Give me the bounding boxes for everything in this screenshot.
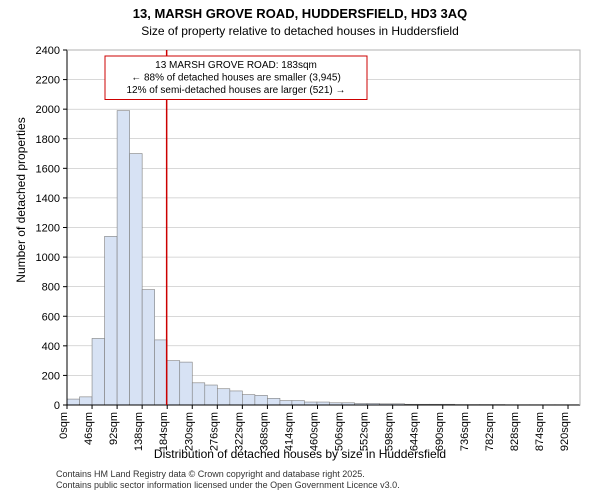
x-tick-label: 690sqm <box>434 412 446 451</box>
x-tick-label: 644sqm <box>409 412 421 451</box>
x-tick-label: 506sqm <box>334 412 346 451</box>
x-tick-label: 138sqm <box>133 412 145 451</box>
x-tick-label: 276sqm <box>208 412 220 451</box>
histogram-bar <box>230 391 243 405</box>
x-tick-label: 598sqm <box>384 412 396 451</box>
histogram-plot: 0 200 400 600 800 1000 1200 1400 1600 1800 2000 220… <box>0 0 600 500</box>
histogram-bar <box>280 401 292 405</box>
x-tick-label: 782sqm <box>484 412 496 451</box>
annotation-line: 13 MARSH GROVE ROAD: 183sqm <box>155 60 317 71</box>
footer-text: Contains HM Land Registry data © Crown c… <box>56 469 400 492</box>
histogram-bar <box>217 389 230 405</box>
x-tick-label: 368sqm <box>258 412 270 451</box>
x-tick-label: 184sqm <box>158 412 170 451</box>
x-axis-label: Distribution of detached houses by size … <box>0 447 600 461</box>
x-tick-label: 46sqm <box>83 412 95 445</box>
y-tick-label: 0 <box>54 400 60 412</box>
histogram-bar <box>142 290 155 405</box>
x-tick-label: 414sqm <box>283 412 295 451</box>
x-tick-label: 230sqm <box>183 412 195 451</box>
histogram-bar <box>167 361 180 405</box>
x-tick-label: 92sqm <box>108 412 120 445</box>
y-tick-label: 400 <box>42 341 60 353</box>
x-tick-label: 552sqm <box>359 412 371 451</box>
y-tick-label: 200 <box>42 370 60 382</box>
histogram-bar <box>180 362 193 405</box>
y-tick-label: 2200 <box>36 75 60 87</box>
x-tick-label: 920sqm <box>559 412 571 451</box>
y-tick-label: 1400 <box>36 193 60 205</box>
histogram-bar <box>292 401 305 405</box>
y-tick-label: 800 <box>42 282 60 294</box>
histogram-bar <box>80 397 93 405</box>
annotation-line: 12% of semi-detached houses are larger (… <box>126 85 345 96</box>
y-tick-label: 1000 <box>36 252 60 264</box>
histogram-bar <box>105 236 118 405</box>
histogram-bar <box>192 383 205 405</box>
y-tick-label: 1200 <box>36 223 60 235</box>
histogram-bar <box>255 395 268 405</box>
histogram-bar <box>130 154 143 405</box>
x-tick-label: 874sqm <box>534 412 546 451</box>
x-tick-label: 828sqm <box>509 412 521 451</box>
histogram-bar <box>92 338 105 405</box>
histogram-bar <box>67 399 80 405</box>
y-tick-label: 2000 <box>36 104 60 116</box>
y-tick-label: 600 <box>42 311 60 323</box>
histogram-bar <box>267 398 280 405</box>
y-tick-label: 1800 <box>36 134 60 146</box>
footer-line-1: Contains HM Land Registry data © Crown c… <box>56 469 400 480</box>
x-tick-label: 460sqm <box>309 412 321 451</box>
annotation-line: ← 88% of detached houses are smaller (3,… <box>131 73 341 84</box>
x-tick-label: 322sqm <box>233 412 245 451</box>
footer-line-2: Contains public sector information licen… <box>56 480 400 491</box>
annotation-box: 13 MARSH GROVE ROAD: 183sqm ← 88% of deta… <box>105 56 367 100</box>
chart-container: { "chart": { "type": "histogram", "title… <box>0 0 600 500</box>
x-tick-label: 0sqm <box>58 412 70 439</box>
histogram-bar <box>242 395 255 405</box>
histogram-bar <box>117 111 130 405</box>
x-tick-label: 736sqm <box>459 412 471 451</box>
histogram-bar <box>205 385 218 405</box>
histogram-bar <box>155 340 168 405</box>
y-tick-label: 2400 <box>36 45 60 57</box>
y-tick-label: 1600 <box>36 163 60 175</box>
